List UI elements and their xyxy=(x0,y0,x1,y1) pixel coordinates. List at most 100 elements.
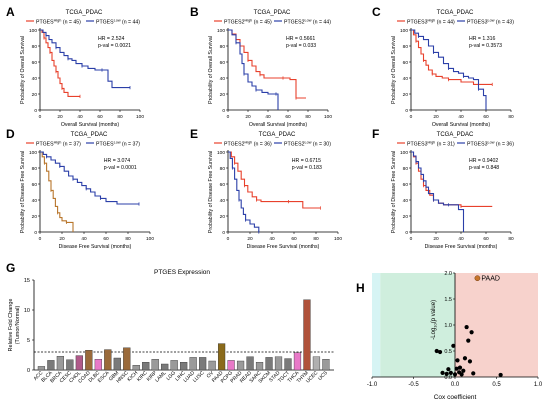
x-tick-label: 20 xyxy=(433,114,439,120)
legend-entry: PTGES3High (n = 31) xyxy=(407,141,455,148)
scatter-point xyxy=(464,324,469,330)
legend-entry: PTGES3High (n = 44) xyxy=(407,19,455,26)
y-tick-label: 20 xyxy=(32,214,38,220)
x-tick-label: 0 xyxy=(227,236,230,242)
scatter-point xyxy=(440,370,445,375)
bar-cesc xyxy=(66,359,74,371)
x-tick-label: 40 xyxy=(81,236,87,242)
y-axis-label: Probability of Overall Survival xyxy=(20,36,26,104)
x-tick-label: 20 xyxy=(245,114,251,120)
y-tick-label: 80 xyxy=(32,166,38,172)
x-tick-label: 20 xyxy=(433,236,439,242)
x-tick-label: 40 xyxy=(77,114,83,120)
x-tick-label: 80 xyxy=(117,114,123,120)
scatter-point xyxy=(471,371,476,376)
y-tick-label: 10 xyxy=(24,308,30,314)
legend-entry: PTGES3Low (n = 36) xyxy=(467,141,514,148)
panel-title: PTGES Expression xyxy=(154,269,210,276)
y-tick-label: 15 xyxy=(24,278,30,284)
x-tick-label: 20 xyxy=(59,236,65,242)
scatter-point xyxy=(452,372,458,377)
y-tick-label: 60 xyxy=(403,182,409,188)
x-tick-label: 80 xyxy=(305,114,311,120)
hazard-ratio: HR = 1.316 xyxy=(469,36,496,42)
panel-g: G PTGES Expression 0 5 10 15 Relative Fold Cha… xyxy=(6,261,334,385)
y-axis-label: (Tumor/Normal) xyxy=(15,306,21,345)
y-tick-label: 40 xyxy=(220,198,226,204)
y-tick-label: 100 xyxy=(400,28,408,34)
x-tick-label: 40 xyxy=(458,114,464,120)
x-tick-label: 0 xyxy=(410,236,413,242)
panel-letter: D xyxy=(6,127,15,141)
x-tick-label: 0.0 xyxy=(451,382,460,388)
panel-letter: A xyxy=(6,5,15,19)
category-label: ACC xyxy=(33,370,45,382)
p-value: p-val = 0.033 xyxy=(286,43,316,49)
bar-chol xyxy=(75,355,83,371)
x-tick-label: 60 xyxy=(103,236,109,242)
x-tick-label: 100 xyxy=(324,114,332,120)
scatter-point xyxy=(446,367,451,372)
bar-lusc xyxy=(199,357,207,371)
x-axis-label: Overall Survival (months) xyxy=(432,122,491,128)
bar-sarc xyxy=(255,362,264,371)
legend-entry: PTGESLow (n = 37) xyxy=(96,141,140,148)
y-tick-label: 0 xyxy=(222,108,225,114)
p-value: p-val = 0.183 xyxy=(292,165,322,171)
km-panel-E: E TCGA_PDAC PTGES2High (n = 36) PTGES2Low (… xyxy=(190,127,342,250)
panel-letter: G xyxy=(6,261,15,275)
y-tick-label: 60 xyxy=(32,182,38,188)
scatter-point xyxy=(462,356,468,361)
y-tick-label: 40 xyxy=(32,198,38,204)
scatter-point xyxy=(448,370,453,375)
x-tick-label: 20 xyxy=(57,114,63,120)
legend-entry: PTGESHigh (n = 37) xyxy=(36,141,81,148)
km-curve-series xyxy=(411,151,465,232)
x-tick-label: 100 xyxy=(146,236,154,242)
y-tick-label: 100 xyxy=(29,150,37,156)
legend-entry: PTGESHigh (n = 45) xyxy=(36,19,81,26)
p-value: p-val = 0.3573 xyxy=(469,43,502,49)
km-curve-series xyxy=(40,151,74,232)
bar-coad xyxy=(85,350,93,371)
x-tick-label: 40 xyxy=(458,236,464,242)
bar-hnsc xyxy=(123,347,131,371)
panel-letter: B xyxy=(190,5,199,19)
p-value: p-val = 0.848 xyxy=(469,165,499,171)
y-tick-label: 40 xyxy=(403,198,409,204)
legend-entry: PTGES3Low (n = 43) xyxy=(467,19,514,26)
bar-brca xyxy=(56,356,64,371)
x-tick-label: 60 xyxy=(483,114,489,120)
y-tick-label: 5 xyxy=(27,338,30,344)
scatter-point xyxy=(451,343,456,348)
x-tick-label: 60 xyxy=(97,114,103,120)
km-curve-series xyxy=(411,29,493,85)
panel-title: TCGA_PDAC xyxy=(259,132,296,138)
y-tick-label: 60 xyxy=(220,60,226,66)
bar-read xyxy=(246,356,254,371)
y-tick-label: 0 xyxy=(34,108,37,114)
y-tick-label: 100 xyxy=(29,28,37,34)
km-panel-B: B TCGA_PDAC PTGES2High (n = 45) PTGES2Low (… xyxy=(190,5,332,128)
bar-gbm xyxy=(113,357,121,371)
x-axis-label: Disease Free Survival (months) xyxy=(59,244,132,250)
y-tick-label: 20 xyxy=(32,92,38,98)
x-axis-label: Cox coefficient xyxy=(434,394,477,401)
bar-luad xyxy=(189,357,197,371)
km-curve-series xyxy=(228,29,279,110)
region-protective xyxy=(380,273,455,377)
y-tick-label: 40 xyxy=(32,76,38,82)
x-tick-label: 80 xyxy=(508,236,514,242)
x-tick-label: 0 xyxy=(410,114,413,120)
x-tick-label: 1.0 xyxy=(534,382,543,388)
km-panel-F: F TCGA_PDAC PTGES3High (n = 31) PTGES3Low (… xyxy=(372,127,514,250)
y-axis-label: Relative Fold Change xyxy=(8,299,14,352)
bar-stad xyxy=(274,356,283,371)
y-tick-label: 80 xyxy=(403,44,409,50)
legend-entry: PTGES2Low (n = 44) xyxy=(284,19,331,26)
y-tick-label: 1.0 xyxy=(444,323,452,329)
x-tick-label: 100 xyxy=(136,114,144,120)
bar-kirc xyxy=(142,362,150,371)
bar-ucec xyxy=(312,356,321,371)
bar-thca xyxy=(293,352,302,371)
